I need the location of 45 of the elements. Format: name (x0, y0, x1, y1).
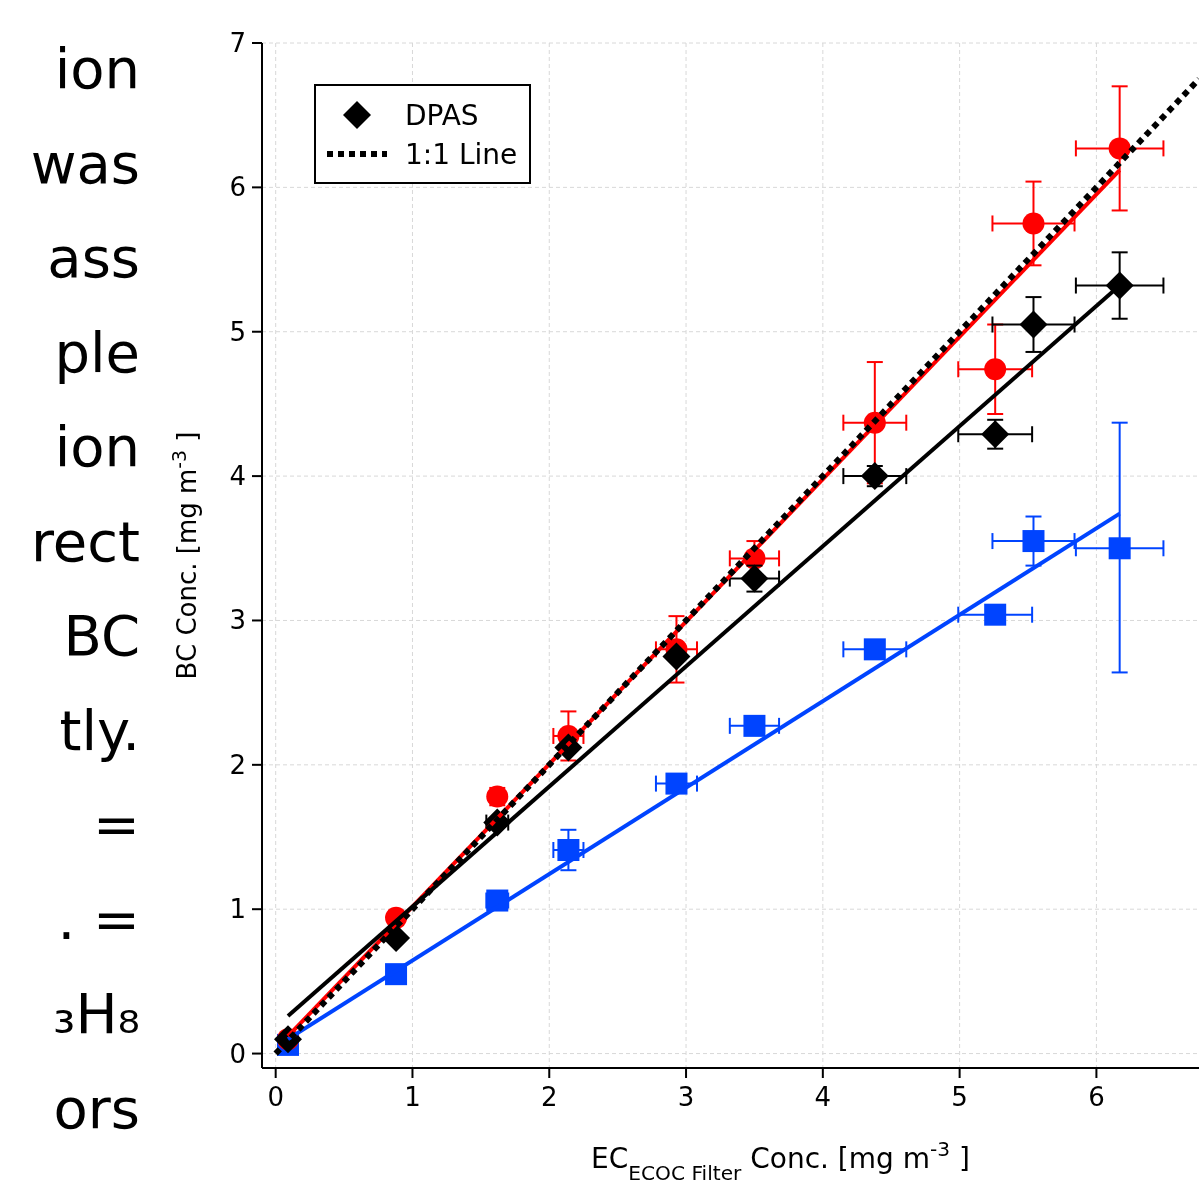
y-tick-label: 2 (229, 749, 246, 780)
text: = (93, 792, 140, 857)
text: ass (47, 225, 140, 290)
point (984, 603, 1007, 626)
y-tick-label: 6 (229, 172, 246, 203)
x-tick-label: 4 (814, 1082, 832, 1112)
y-tick-label: 1 (229, 894, 246, 925)
x-tick-label: 1 (404, 1082, 421, 1112)
text: BC (63, 603, 140, 668)
x-tick-label: 3 (677, 1082, 695, 1112)
point (860, 462, 889, 491)
x-tick-label: 5 (951, 1082, 968, 1112)
text: tly. (59, 697, 140, 763)
text: ion (54, 414, 140, 479)
point (1108, 137, 1131, 160)
point (662, 642, 691, 671)
point (984, 358, 1007, 381)
text: . = (57, 886, 140, 952)
text: was (30, 130, 140, 196)
point (1022, 530, 1045, 553)
x-tick-label: 6 (1088, 1082, 1105, 1112)
point (743, 714, 766, 737)
y-tick-label: 4 (229, 461, 246, 492)
text: rect (31, 508, 140, 574)
point (1022, 212, 1045, 235)
point (557, 839, 580, 862)
x-tick-label: 0 (267, 1082, 284, 1112)
y-tick-label: 5 (229, 316, 246, 347)
legend-label: DPAS (405, 99, 479, 132)
point (740, 564, 769, 593)
x-axis-title: EC$_{ECOC Filter}$ Conc. [mg m$^{-3}$] (591, 1137, 970, 1184)
text: ors (53, 1075, 140, 1141)
text: ₃H₈ (52, 981, 140, 1046)
text: ion (54, 36, 140, 101)
point (1105, 271, 1134, 300)
y-tick-label: 0 (229, 1038, 246, 1069)
point (981, 420, 1010, 449)
y-tick-label: 7 (229, 28, 246, 58)
point (1108, 537, 1131, 560)
x-tick-label: 2 (540, 1082, 558, 1112)
point (1019, 310, 1048, 339)
point (863, 638, 886, 661)
y-tick-label: 3 (229, 605, 246, 636)
text: ple (54, 319, 140, 385)
legend-label: 1:1 Line (405, 138, 518, 171)
